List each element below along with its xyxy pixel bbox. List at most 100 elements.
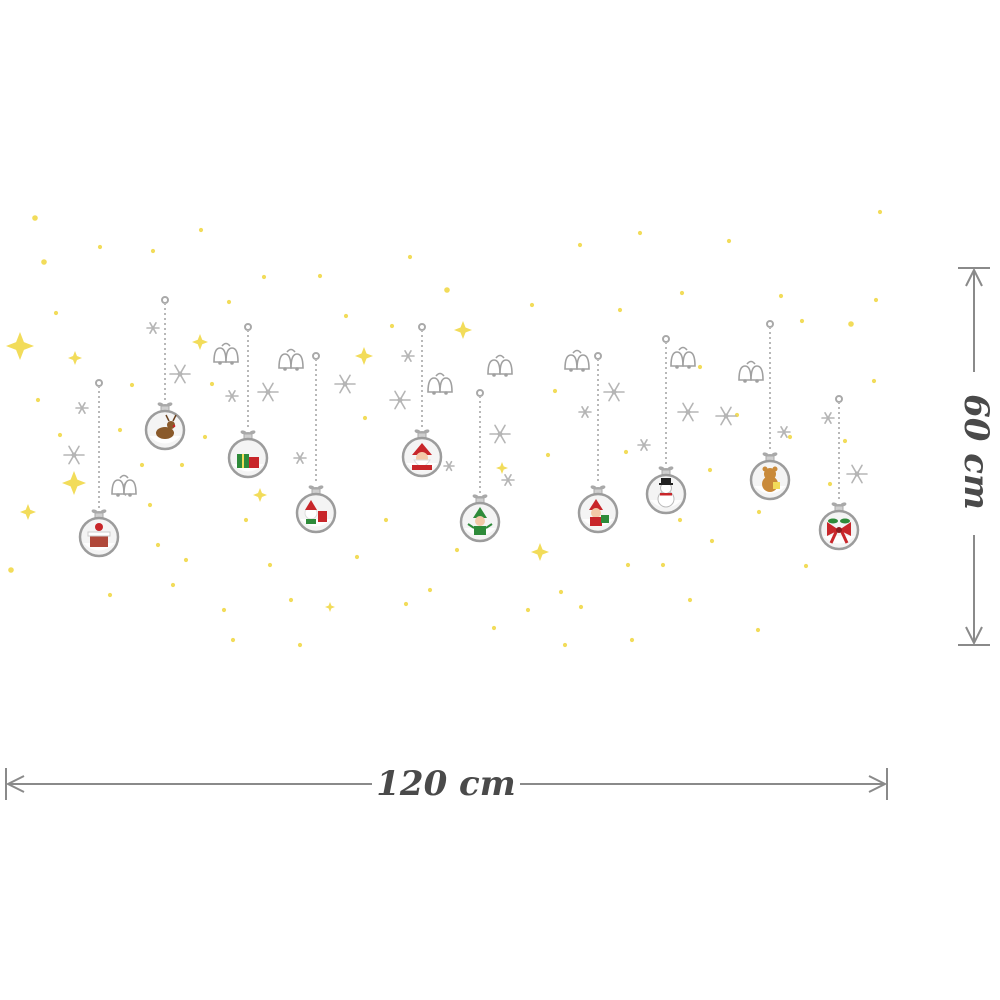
star-dot-icon — [454, 547, 460, 553]
star-dot-icon — [35, 397, 41, 403]
bells-icon — [564, 349, 590, 372]
height-label: 60 cm — [956, 394, 996, 510]
sparkle-star-icon — [531, 543, 549, 561]
star-dot-icon — [179, 462, 185, 468]
chimney-ornament — [78, 379, 120, 558]
hanger-ring-icon — [161, 296, 169, 304]
bells-layer — [111, 342, 764, 497]
star-dot-icon — [787, 434, 793, 440]
santa-gift-icon — [589, 499, 609, 526]
star-dot-icon — [183, 557, 189, 563]
width-right-arrow — [868, 775, 888, 793]
width-dimension: 120 cm — [5, 764, 888, 804]
hanger-ring-icon — [95, 379, 103, 387]
star-dot-icon — [687, 597, 693, 603]
star-dot-icon — [799, 318, 805, 324]
bells-icon — [670, 346, 696, 369]
bells-icon — [427, 372, 453, 395]
snowflake-icon — [169, 364, 191, 384]
sparkle-star-icon — [355, 347, 373, 365]
star-dot-icon — [529, 302, 535, 308]
star-dot-icon — [230, 637, 236, 643]
star-dot-icon — [871, 378, 877, 384]
snowflake-icon — [401, 350, 415, 362]
bells-icon — [738, 360, 764, 383]
ribbon-bow-icon — [240, 430, 256, 436]
snowflakes-layer — [63, 322, 868, 496]
snowflake-icon — [75, 402, 89, 414]
star-dot-icon — [427, 587, 433, 593]
star-dot-icon — [288, 597, 294, 603]
sparkle-star-icon — [253, 488, 267, 502]
star-dot-icon — [57, 432, 63, 438]
snowflake-icon — [489, 424, 511, 444]
star-dot-icon — [198, 227, 204, 233]
height-up-arrow — [965, 267, 983, 287]
ribbon-bow-icon — [762, 452, 778, 458]
sparkle-star-icon — [192, 334, 208, 350]
snowflake-icon — [293, 452, 307, 464]
star-dot-icon — [677, 517, 683, 523]
hanger-ring-icon — [244, 323, 252, 331]
star-dot-icon — [625, 562, 631, 568]
star-dot-icon — [8, 567, 14, 573]
star-dot-icon — [53, 310, 59, 316]
star-dot-icon — [407, 254, 413, 260]
star-dot-icon — [578, 604, 584, 610]
snowflake-icon — [257, 382, 279, 402]
bells-icon — [213, 342, 239, 365]
star-dot-icon — [679, 290, 685, 296]
chimney-icon — [87, 523, 111, 547]
reindeer-ornament — [144, 296, 186, 451]
star-dot-icon — [150, 248, 156, 254]
snowflake-icon — [443, 460, 455, 472]
snowflake-icon — [578, 406, 592, 418]
star-dot-icon — [354, 554, 360, 560]
ribbon-bow-icon — [590, 485, 606, 491]
star-dot-icon — [41, 259, 47, 265]
star-dot-icon — [545, 452, 551, 458]
star-dot-icon — [261, 274, 267, 280]
snowflake-icon — [603, 382, 625, 402]
bells-icon — [278, 348, 304, 371]
snowflake-icon — [637, 439, 651, 451]
star-dot-icon — [343, 313, 349, 319]
snowflake-icon — [225, 390, 239, 402]
star-dot-icon — [842, 438, 848, 444]
ornaments-layer — [78, 296, 860, 558]
star-dot-icon — [97, 244, 103, 250]
star-dot-icon — [170, 582, 176, 588]
bells-icon — [111, 474, 137, 497]
star-dot-icon — [629, 637, 635, 643]
snowflake-icon — [715, 406, 737, 426]
star-dot-icon — [525, 607, 531, 613]
ribbon-bow-icon — [91, 509, 107, 515]
snowflake-icon — [389, 390, 411, 410]
star-dot-icon — [317, 273, 323, 279]
santa-icon — [412, 443, 432, 470]
bells-icon — [487, 354, 513, 377]
hanger-ring-icon — [312, 352, 320, 360]
ribbon-bow-icon — [157, 402, 173, 408]
gift-ornament — [227, 323, 269, 479]
star-dot-icon — [623, 449, 629, 455]
ribbon-bow-icon — [414, 429, 430, 435]
reindeer-icon — [156, 414, 177, 439]
snowflake-icon — [821, 412, 835, 424]
star-dot-icon — [726, 238, 732, 244]
ribbon-bow-icon — [831, 502, 847, 508]
star-dot-icon — [117, 427, 123, 433]
star-dot-icon — [403, 601, 409, 607]
santa-ornament — [401, 323, 443, 478]
snowflake-icon — [63, 445, 85, 465]
star-dot-icon — [707, 467, 713, 473]
snowflake-icon — [777, 426, 791, 438]
santa-small-icon — [304, 500, 327, 524]
star-dot-icon — [267, 562, 273, 568]
santa-gift-ornament — [577, 352, 619, 534]
sparkle-star-icon — [62, 471, 86, 495]
height-down-arrow — [965, 626, 983, 646]
snowflake-icon — [677, 402, 699, 422]
bear-icon — [762, 466, 780, 492]
star-dot-icon — [383, 517, 389, 523]
